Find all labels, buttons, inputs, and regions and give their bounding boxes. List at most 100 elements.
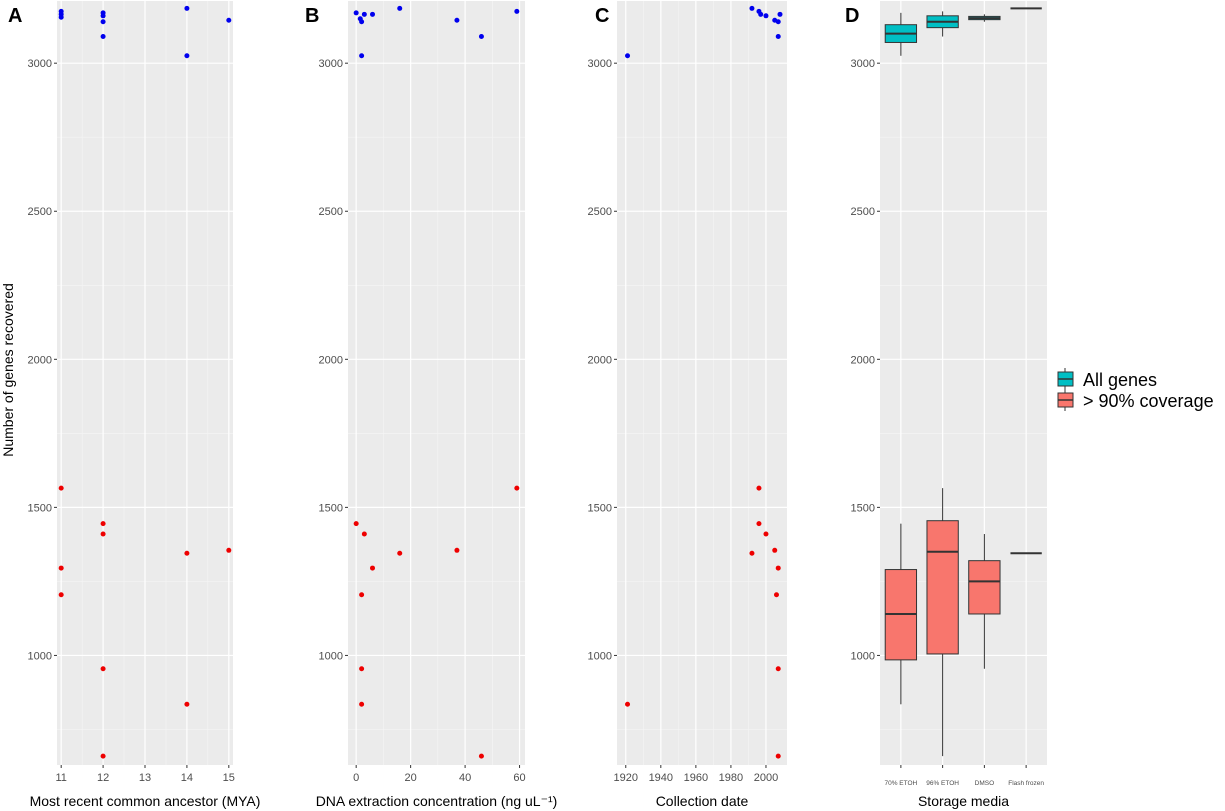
panel-a-point-all-genes (184, 53, 190, 59)
panel-c-background (617, 1, 787, 765)
panel-d-tick-label-x: 96% ETOH (926, 780, 959, 787)
panel-c-point-all-genes (775, 19, 781, 25)
panel-c-point-all-genes (758, 11, 764, 17)
panel-b-background (348, 1, 525, 765)
panel-a-tick-label-x: 14 (181, 772, 193, 784)
panel-d-tick-label-x: Flash frozen (1008, 780, 1044, 787)
panel-d: 1000 1500 2000 2500 3000 70% ETOH 96% ETOH DMSO… (845, 1, 1047, 809)
panel-a-point-all-genes (100, 34, 106, 40)
panel-b-point-all-genes (397, 5, 403, 11)
panel-c-tick-label-y: 3000 (588, 58, 612, 70)
panel-b-tick-label-y: 1500 (319, 502, 343, 514)
panel-a-point-90-coverage (184, 550, 190, 556)
panel-b-point-90-coverage (454, 547, 460, 553)
legend-label-coverage: > 90% coverage (1083, 391, 1214, 411)
panel-a-point-90-coverage (100, 753, 106, 759)
legend-item-all-genes: All genes (1057, 368, 1157, 390)
panel-a-point-90-coverage (100, 521, 106, 527)
panel-b-tick-label-x: 40 (459, 772, 471, 784)
panel-a-tick-label-x: 11 (55, 772, 66, 784)
panel-c-point-90-coverage (775, 753, 781, 759)
panel-a-point-all-genes (58, 14, 64, 20)
panel-c-point-90-coverage (756, 485, 762, 491)
panel-a-point-90-coverage (58, 565, 64, 571)
panel-a-point-all-genes (100, 13, 106, 19)
panel-d-box-90-coverage-96-etoh (926, 520, 959, 655)
y-axis-title: Number of genes recovered (0, 283, 16, 457)
panel-a-tick-label-x: 13 (139, 772, 151, 784)
panel-d-box-90-coverage-dmso (968, 560, 1001, 615)
panel-a-tick-label-y: 3000 (28, 58, 52, 70)
panel-c-point-90-coverage (775, 565, 781, 571)
panel-b-point-all-genes (359, 53, 365, 59)
panel-c-point-all-genes (749, 5, 755, 11)
panel-a-point-90-coverage (184, 701, 190, 707)
panel-d-tick-label-y: 1000 (851, 650, 875, 662)
panel-d-x-axis-title: Storage media (918, 793, 1009, 809)
panel-b-point-all-genes (514, 8, 520, 14)
panel-b-tick-label-y: 2000 (319, 354, 343, 366)
panel-b-tick-label-y: 3000 (319, 58, 343, 70)
panel-b-tick-label-y: 2500 (319, 206, 343, 218)
panel-a-tick-label-y: 2500 (28, 206, 52, 218)
panel-b-point-90-coverage (397, 550, 403, 556)
panel-b-tick-label-x: 60 (513, 772, 525, 784)
panel-b-point-all-genes (370, 11, 376, 17)
panel-c-point-90-coverage (625, 701, 631, 707)
panel-a-point-all-genes (100, 19, 106, 25)
panel-a-point-90-coverage (226, 547, 232, 553)
panel-b-point-all-genes (361, 11, 367, 17)
panel-d-tick-label-y: 3000 (851, 58, 875, 70)
panel-d-tick-label-y: 1500 (851, 502, 875, 514)
panel-b-point-90-coverage (361, 531, 367, 537)
panel-c-point-90-coverage (773, 592, 779, 598)
panel-a-tick-label-x: 15 (223, 772, 235, 784)
panel-b-point-90-coverage (353, 521, 359, 527)
panel-a-point-all-genes (184, 5, 190, 11)
panel-d-tick-label-y: 2500 (851, 206, 875, 218)
panel-c-point-90-coverage (772, 547, 778, 553)
panel-b-tick-label-x: 0 (353, 772, 359, 784)
panel-a-point-90-coverage (100, 666, 106, 672)
panel-b-tick-label-y: 1000 (319, 650, 343, 662)
panel-b-point-all-genes (353, 10, 359, 16)
panel-a-point-90-coverage (100, 531, 106, 537)
panel-c-point-90-coverage (763, 531, 769, 537)
panel-b-point-all-genes (359, 19, 365, 25)
panel-b-point-90-coverage (359, 701, 365, 707)
panel-a-letter: A (8, 5, 22, 27)
panel-c-letter: C (595, 5, 609, 27)
panel-c-point-90-coverage (756, 521, 762, 527)
panel-a-point-90-coverage (58, 592, 64, 598)
panel-c-point-all-genes (775, 34, 781, 40)
panel-b-point-90-coverage (370, 565, 376, 571)
panel-a-tick-label-y: 1500 (28, 502, 52, 514)
panel-b-point-90-coverage (478, 753, 484, 759)
panel-c-tick-label-x: 2000 (754, 772, 778, 784)
legend-label-all-genes: All genes (1083, 370, 1157, 390)
panel-d-tick-label-y: 2000 (851, 354, 875, 366)
panel-a-tick-label-y: 2000 (28, 354, 52, 366)
panel-c-point-all-genes (625, 53, 631, 59)
panel-b-x-axis-title: DNA extraction concentration (ng uL⁻¹) (316, 793, 558, 809)
panel-c-tick-label-y: 2000 (588, 354, 612, 366)
panel-c-point-90-coverage (775, 666, 781, 672)
panel-b-point-90-coverage (359, 592, 365, 598)
panel-c-point-90-coverage (749, 550, 755, 556)
panel-b-tick-label-x: 20 (405, 772, 417, 784)
panel-b: 1000 1500 2000 2500 3000 0 20 40 60 B DNA extracti… (305, 1, 557, 809)
panel-c-tick-label-x: 1920 (614, 772, 638, 784)
panel-c-tick-label-y: 2500 (588, 206, 612, 218)
legend-item-coverage: > 90% coverage (1057, 389, 1214, 411)
panel-c-tick-label-x: 1940 (649, 772, 673, 784)
panel-a-point-90-coverage (58, 485, 64, 491)
panel-b-point-90-coverage (514, 485, 520, 491)
panel-c-x-axis-title: Collection date (656, 793, 749, 809)
panel-b-point-all-genes (478, 34, 484, 40)
panel-a-tick-label-x: 12 (97, 772, 109, 784)
panel-a-x-axis-title: Most recent common ancestor (MYA) (30, 793, 261, 809)
panel-a-point-all-genes (226, 17, 232, 23)
panel-b-point-all-genes (454, 17, 460, 23)
panel-d-tick-label-x: 70% ETOH (884, 780, 917, 787)
